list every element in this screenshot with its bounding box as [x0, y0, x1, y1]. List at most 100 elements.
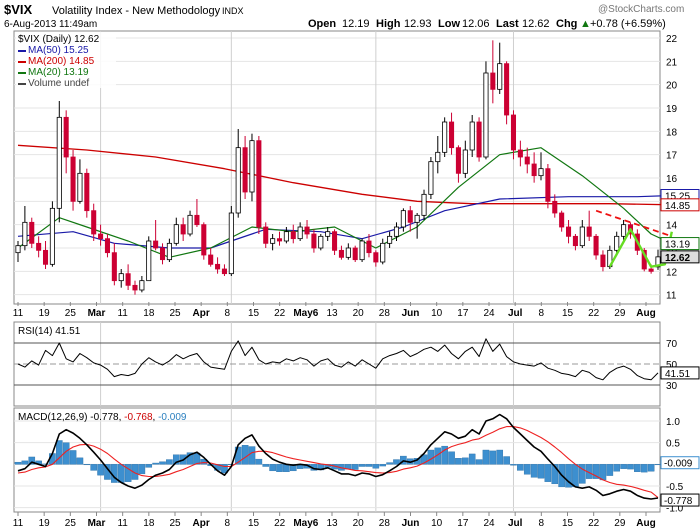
macd-histogram-bar: [117, 464, 125, 483]
trendline-down: [595, 209, 673, 238]
macd-histogram-bar: [166, 459, 173, 465]
macd-histogram-bar: [455, 458, 462, 465]
macd-tick-label: 1.0: [666, 417, 680, 428]
candle-down: [586, 226, 592, 237]
instrument-name: Volatility Index - New Methodology: [52, 5, 221, 17]
candle-down: [531, 163, 537, 177]
x-tick-label: 10: [431, 518, 443, 529]
x-tick-label: 20: [353, 308, 365, 319]
macd-histogram-bar: [241, 445, 249, 465]
price-tick-label: 18: [666, 127, 678, 138]
macd-histogram-bar: [565, 464, 572, 488]
candle-down: [352, 247, 358, 261]
x-tick-label: 13: [326, 308, 338, 319]
candle-down: [600, 254, 606, 268]
candle-up: [235, 147, 241, 214]
legend-swatch: [18, 83, 26, 85]
x-tick-label: 15: [562, 308, 574, 319]
macd-histogram-bar: [159, 461, 166, 465]
macd-tick-label: 0.5: [666, 439, 680, 450]
price-panel: 111213141516171819202122$VIX (Daily) 12.…: [13, 30, 700, 305]
candle-up: [400, 210, 406, 228]
macd-histogram-bar: [262, 464, 270, 467]
low-label: Low: [438, 18, 460, 30]
x-tick-label: 11: [13, 518, 24, 529]
candle-down: [648, 268, 654, 272]
rsi-label: RSI(14) 41.51: [18, 326, 81, 337]
macd-histogram-bar: [489, 450, 497, 465]
macd-histogram-bar: [21, 460, 29, 465]
candle-down: [572, 235, 578, 247]
macd-plot-frame: [13, 407, 661, 513]
candle-down: [104, 238, 110, 254]
price-tick-label: 19: [666, 104, 678, 115]
ma200-line: [17, 144, 672, 206]
macd-tick-label: -0.5: [666, 482, 684, 493]
x-tick-label: 8: [225, 308, 231, 319]
x-tick-label: 8: [539, 518, 545, 529]
high-value: 12.93: [404, 18, 432, 30]
x-tick-label: 17: [457, 308, 469, 319]
macd-label: MACD(12,26,9) -0.778, -0.768, -0.009: [18, 412, 187, 423]
macd-signal-line: [17, 426, 659, 499]
candle-down: [263, 226, 269, 244]
macd-histogram-bar: [55, 440, 63, 465]
macd-histogram-bar: [28, 456, 36, 465]
candle-up: [166, 242, 172, 261]
chg-value: +0.78 (+6.59%): [590, 18, 666, 30]
macd-histogram-bar: [503, 456, 510, 465]
candle-up: [318, 235, 324, 249]
macd-histogram-bar: [523, 464, 531, 475]
x-tick-label: 25: [65, 308, 77, 319]
price-tick-label: 22: [666, 34, 678, 45]
candle-down: [373, 252, 379, 263]
candle-down: [201, 224, 207, 256]
x-tick-label: 25: [169, 518, 181, 529]
macd-histogram-bar: [654, 464, 662, 466]
x-tick-label: 15: [248, 518, 260, 529]
macd-histogram-bar: [97, 464, 104, 476]
low-value: 12.06: [462, 18, 490, 30]
candle-down: [91, 210, 97, 235]
candle-down: [29, 221, 35, 244]
candle-up: [579, 226, 585, 247]
candle-down: [332, 231, 338, 251]
high-label: High: [376, 18, 401, 30]
x-tick-label: 11: [117, 518, 128, 529]
macd-badge: [660, 456, 700, 470]
x-tick-label: 11: [13, 308, 24, 319]
legend-swatch: [18, 72, 26, 74]
watermark: @StockCharts.com: [598, 4, 684, 15]
macd-histogram-bar: [152, 462, 159, 465]
symbol: $VIX: [4, 2, 33, 17]
macd-line: [17, 413, 659, 500]
candle-down: [208, 254, 214, 265]
candle-down: [552, 200, 558, 214]
macd-label-part: MACD(12,26,9): [18, 412, 90, 423]
legend-item: MA(20) 13.19: [28, 67, 89, 78]
datetime: 6-Aug-2013 11:49am: [4, 19, 97, 30]
x-tick-label: Mar: [88, 308, 106, 319]
candle-down: [524, 156, 530, 165]
candle-down: [256, 140, 262, 228]
candle-up: [462, 149, 468, 174]
price-badge-label: 15.25: [665, 192, 690, 203]
candle-down: [490, 72, 496, 90]
macd-label-part: -0.778: [90, 412, 119, 423]
x-tick-label: May6: [293, 518, 318, 529]
macd-histogram-bar: [138, 464, 146, 475]
legend-item: MA(200) 14.85: [28, 56, 95, 67]
x-tick-label: 28: [379, 308, 391, 319]
candle-down: [366, 240, 372, 254]
macd-histogram-bar: [482, 449, 490, 465]
macd-histogram-bar: [462, 457, 469, 465]
price-tick-label: 11: [666, 291, 677, 302]
candle-down: [566, 226, 572, 237]
candle-down: [510, 114, 517, 151]
macd-histogram-bar: [248, 446, 256, 465]
macd-histogram-bar: [145, 464, 153, 468]
candle-down: [159, 247, 166, 261]
